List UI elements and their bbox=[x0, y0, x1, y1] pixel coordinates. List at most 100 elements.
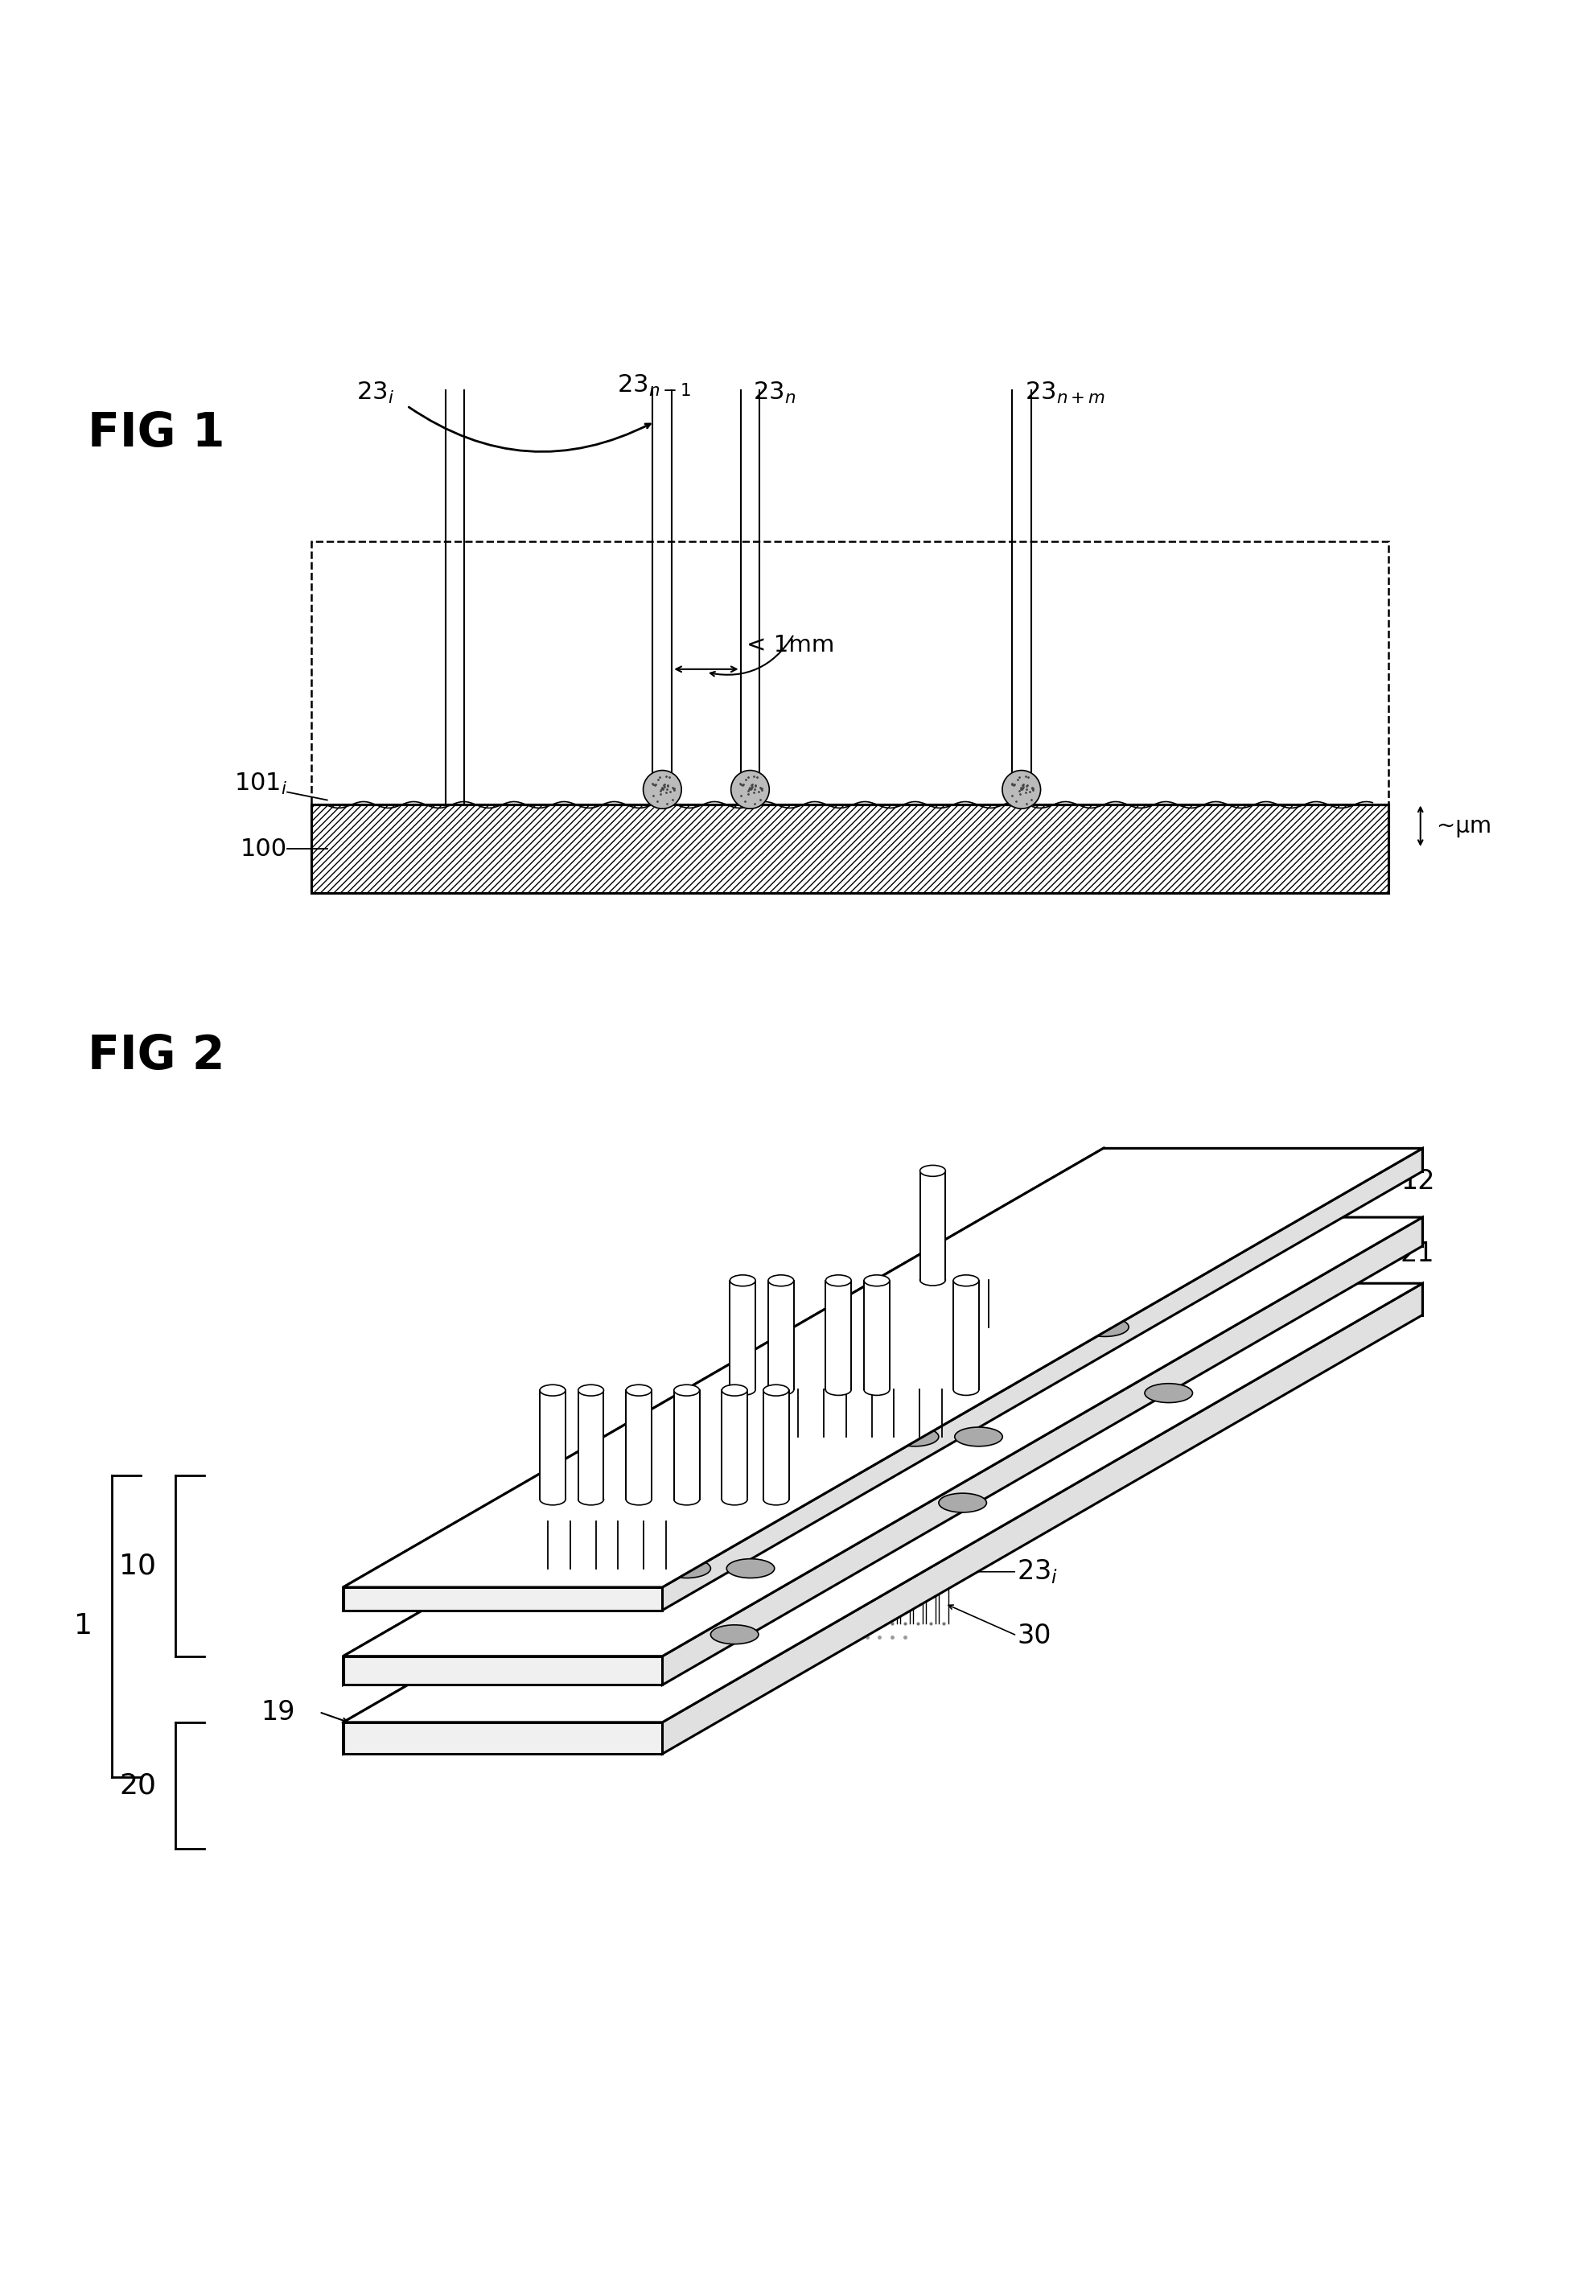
Ellipse shape bbox=[729, 1274, 755, 1286]
Ellipse shape bbox=[891, 1428, 938, 1446]
Polygon shape bbox=[343, 1148, 1103, 1609]
Ellipse shape bbox=[937, 1384, 985, 1403]
Polygon shape bbox=[825, 1281, 851, 1389]
Text: 23$_{n+m}$: 23$_{n+m}$ bbox=[1025, 381, 1106, 406]
Text: < 1mm: < 1mm bbox=[747, 634, 835, 657]
Ellipse shape bbox=[578, 1495, 603, 1506]
Text: 19: 19 bbox=[262, 1699, 295, 1724]
Ellipse shape bbox=[919, 1274, 945, 1286]
Ellipse shape bbox=[763, 1384, 788, 1396]
Text: 3: 3 bbox=[798, 1334, 817, 1359]
Ellipse shape bbox=[1017, 1318, 1065, 1336]
Ellipse shape bbox=[938, 1492, 986, 1513]
Polygon shape bbox=[824, 1389, 846, 1437]
Ellipse shape bbox=[768, 1384, 793, 1396]
Ellipse shape bbox=[763, 1495, 788, 1506]
Polygon shape bbox=[943, 1469, 1052, 1518]
Polygon shape bbox=[343, 1217, 1422, 1655]
Text: 100: 100 bbox=[241, 838, 287, 861]
Polygon shape bbox=[919, 1389, 942, 1437]
Text: 23$_i$: 23$_i$ bbox=[356, 381, 394, 406]
Ellipse shape bbox=[721, 1384, 747, 1396]
Text: 21: 21 bbox=[1400, 1240, 1435, 1267]
Bar bbox=[311, 806, 1389, 893]
Ellipse shape bbox=[763, 1428, 811, 1446]
Polygon shape bbox=[919, 1171, 945, 1279]
Ellipse shape bbox=[954, 1428, 1002, 1446]
Text: FIG 2: FIG 2 bbox=[88, 1033, 225, 1079]
Polygon shape bbox=[1103, 1217, 1422, 1247]
Polygon shape bbox=[343, 1283, 1422, 1722]
Ellipse shape bbox=[710, 1626, 758, 1644]
Text: 10: 10 bbox=[120, 1552, 156, 1580]
Text: 101$_i$: 101$_i$ bbox=[235, 771, 287, 797]
Bar bbox=[311, 542, 1389, 893]
Ellipse shape bbox=[674, 1495, 699, 1506]
Polygon shape bbox=[768, 1281, 793, 1389]
Polygon shape bbox=[626, 1391, 651, 1499]
Bar bbox=[311, 806, 1389, 893]
Polygon shape bbox=[1103, 1283, 1422, 1316]
Ellipse shape bbox=[875, 1492, 922, 1513]
Ellipse shape bbox=[583, 1626, 630, 1644]
Ellipse shape bbox=[953, 1274, 978, 1286]
Polygon shape bbox=[539, 1391, 565, 1499]
Ellipse shape bbox=[598, 1559, 646, 1577]
Ellipse shape bbox=[1001, 1384, 1049, 1403]
Ellipse shape bbox=[863, 1274, 889, 1286]
Polygon shape bbox=[729, 1281, 755, 1389]
Polygon shape bbox=[578, 1391, 603, 1499]
Text: 30: 30 bbox=[1017, 1623, 1052, 1649]
Circle shape bbox=[1002, 771, 1041, 808]
Ellipse shape bbox=[863, 1384, 889, 1396]
Text: 12: 12 bbox=[1400, 1169, 1435, 1194]
Ellipse shape bbox=[519, 1626, 567, 1644]
Circle shape bbox=[643, 771, 681, 808]
Polygon shape bbox=[343, 1587, 662, 1609]
Text: 22: 22 bbox=[1017, 1495, 1052, 1522]
Ellipse shape bbox=[747, 1492, 795, 1513]
Ellipse shape bbox=[578, 1384, 603, 1396]
Polygon shape bbox=[871, 1389, 894, 1437]
Ellipse shape bbox=[1144, 1384, 1192, 1403]
Ellipse shape bbox=[953, 1384, 978, 1396]
Ellipse shape bbox=[1065, 1384, 1112, 1403]
Polygon shape bbox=[547, 1520, 570, 1568]
Polygon shape bbox=[824, 1469, 1052, 1649]
Polygon shape bbox=[715, 1469, 943, 1649]
Polygon shape bbox=[343, 1217, 1103, 1685]
Polygon shape bbox=[662, 1283, 1422, 1754]
Polygon shape bbox=[343, 1283, 1103, 1754]
Polygon shape bbox=[343, 1148, 1422, 1587]
Ellipse shape bbox=[729, 1384, 755, 1396]
Polygon shape bbox=[953, 1281, 978, 1389]
Polygon shape bbox=[643, 1520, 666, 1568]
Polygon shape bbox=[595, 1520, 618, 1568]
Polygon shape bbox=[776, 1389, 798, 1437]
Polygon shape bbox=[721, 1391, 747, 1499]
Polygon shape bbox=[1103, 1148, 1422, 1171]
Polygon shape bbox=[715, 1600, 824, 1649]
Text: 23$_i$: 23$_i$ bbox=[1017, 1557, 1058, 1587]
Ellipse shape bbox=[626, 1384, 651, 1396]
Ellipse shape bbox=[721, 1495, 747, 1506]
Ellipse shape bbox=[768, 1274, 793, 1286]
Ellipse shape bbox=[535, 1559, 583, 1577]
Ellipse shape bbox=[726, 1559, 774, 1577]
Text: 1: 1 bbox=[73, 1612, 93, 1639]
Polygon shape bbox=[763, 1391, 788, 1499]
Text: 11$_i$: 11$_i$ bbox=[1013, 1283, 1055, 1313]
Ellipse shape bbox=[539, 1495, 565, 1506]
Text: FIG 1: FIG 1 bbox=[88, 411, 225, 457]
Ellipse shape bbox=[646, 1626, 694, 1644]
Ellipse shape bbox=[827, 1428, 875, 1446]
Text: ~μm: ~μm bbox=[1436, 815, 1491, 838]
Polygon shape bbox=[343, 1722, 662, 1754]
Ellipse shape bbox=[811, 1492, 859, 1513]
Polygon shape bbox=[343, 1655, 662, 1685]
Ellipse shape bbox=[539, 1384, 565, 1396]
Polygon shape bbox=[662, 1217, 1422, 1685]
Ellipse shape bbox=[953, 1318, 1001, 1336]
Ellipse shape bbox=[825, 1384, 851, 1396]
Text: 23$_{n-1}$: 23$_{n-1}$ bbox=[618, 372, 691, 397]
